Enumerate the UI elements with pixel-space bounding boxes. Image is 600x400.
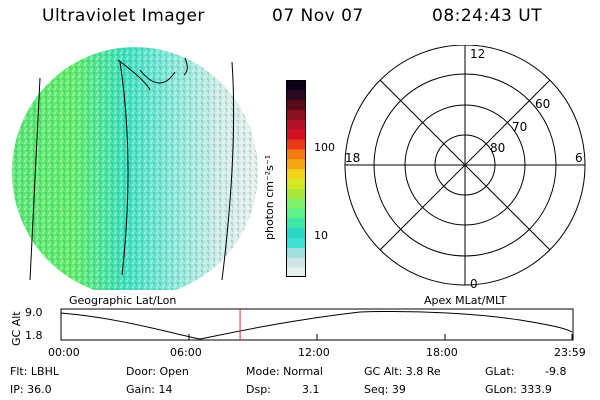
polar-label-12: 12 [470, 47, 485, 61]
door-text: Door: Open [126, 365, 189, 378]
polar-ring-label-70: 70 [512, 120, 527, 134]
colorbar-tick-100: 100 [314, 141, 335, 154]
glat-value: -9.8 [545, 365, 567, 378]
glon-text: GLon: 333.9 [485, 383, 552, 396]
longitude-lines [29, 57, 235, 281]
xtick-0000: 00:00 [48, 346, 80, 359]
altitude-ticks [60, 334, 573, 340]
colorbar-tick-10: 10 [314, 229, 328, 242]
dsp-value: 3.1 [302, 383, 320, 396]
colorbar-band [286, 267, 306, 278]
xtick-2359: 23:59 [554, 346, 586, 359]
ip-text: IP: 36.0 [10, 383, 52, 396]
polar-plot: 12 0 18 6 60 70 80 [344, 45, 586, 290]
polar-label-18: 18 [345, 151, 360, 165]
colorbar-band [286, 168, 306, 179]
colorbar-band [286, 237, 306, 248]
polar-ring-label-60: 60 [535, 97, 550, 111]
colorbar-band [286, 158, 306, 170]
colorbar-band [286, 257, 306, 268]
flt-text: Flt: LBHL [10, 365, 59, 378]
title: Ultraviolet Imager [42, 6, 205, 26]
colorbar-unit-label: photon cm⁻²s⁻¹ [263, 154, 276, 240]
altitude-ymax: 9.0 [25, 306, 43, 319]
altitude-ylabel: GC Alt [10, 311, 23, 346]
gain-text: Gain: 14 [126, 383, 173, 396]
colorbar-band [286, 178, 306, 189]
polar-label-0: 0 [470, 277, 478, 290]
apex-label: Apex MLat/MLT [424, 294, 507, 307]
polar-ring-label-80: 80 [490, 141, 505, 155]
glat-label: GLat: [485, 365, 515, 378]
altitude-ymin: 1.8 [25, 329, 43, 342]
colorbar-band [286, 188, 306, 199]
colorbar-band [286, 109, 306, 120]
colorbar-band [286, 247, 306, 258]
seq-text: Seq: 39 [364, 383, 406, 396]
xtick-0600: 06:00 [170, 346, 202, 359]
colorbar-band [286, 208, 306, 219]
colorbar-band [286, 139, 306, 150]
uv-earth-image [12, 47, 258, 290]
colorbar-band [286, 148, 306, 160]
polar-diagonal-2 [379, 79, 551, 251]
altitude-plot [60, 308, 574, 341]
colorbar-band [286, 89, 306, 101]
colorbar-band [286, 119, 306, 130]
polar-label-6: 6 [575, 151, 583, 165]
xtick-1800: 18:00 [426, 346, 458, 359]
xtick-1200: 12:00 [298, 346, 330, 359]
colorbar-band [286, 198, 306, 209]
colorbar-frame [286, 80, 306, 277]
time-text: 08:24:43 UT [432, 6, 543, 26]
geo-label: Geographic Lat/Lon [69, 294, 177, 307]
colorbar-band [286, 217, 306, 229]
colorbar-gradient [286, 80, 306, 278]
colorbar-band [286, 99, 306, 111]
colorbar-band [286, 80, 306, 91]
colorbar-band [286, 129, 306, 140]
date-text: 07 Nov 07 [272, 6, 364, 26]
gcalt-text: GC Alt: 3.8 Re [364, 365, 441, 378]
colorbar-band [286, 227, 306, 239]
colorbar [286, 80, 306, 278]
mode-text: Mode: Normal [246, 365, 323, 378]
earth-disk [12, 47, 258, 290]
dsp-label: Dsp: [246, 383, 271, 396]
altitude-curve [60, 310, 573, 340]
